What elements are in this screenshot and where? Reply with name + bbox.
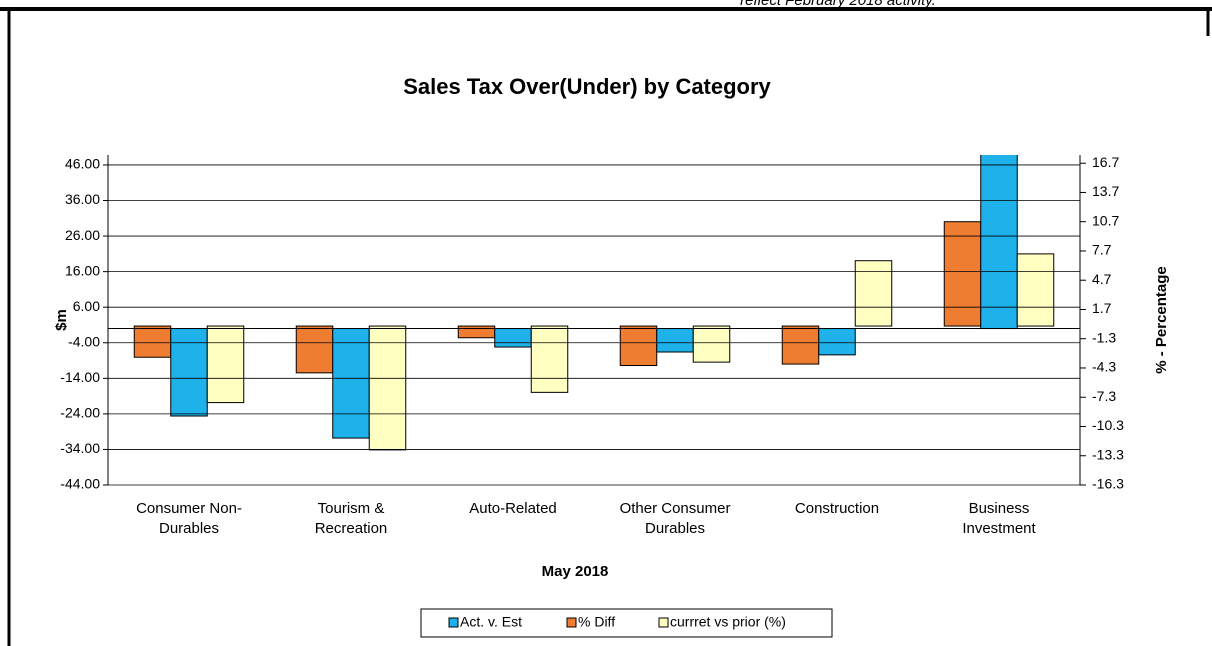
y-tick-label: 36.00: [65, 191, 100, 207]
y2-tick-label: -1.3: [1092, 329, 1116, 345]
bar: [368, 325, 407, 451]
chart-title: Sales Tax Over(Under) by Category: [403, 74, 771, 99]
bar: [818, 328, 856, 356]
bar: [332, 328, 370, 439]
x-tick-label: Construction: [795, 500, 879, 517]
y2-tick-label: 13.7: [1092, 183, 1119, 199]
y-tick-label: 46.00: [65, 156, 100, 172]
y-tick-label: 26.00: [65, 227, 100, 243]
y-tick-label: -14.00: [60, 369, 100, 385]
legend: [420, 608, 833, 638]
y-axis-label: $m: [53, 309, 70, 331]
bar: [133, 325, 172, 358]
y2-tick-label: 4.7: [1092, 271, 1112, 287]
y2-axis-label: % - Percentage: [1153, 266, 1170, 374]
x-tick-label: Auto-Related: [469, 500, 557, 517]
y2-tick-label: 10.7: [1092, 212, 1119, 228]
bar: [530, 325, 569, 393]
bar: [206, 325, 245, 404]
y2-tick-label: 1.7: [1092, 300, 1112, 316]
legend-label: Act. v. Est: [460, 614, 522, 630]
legend-swatch: [658, 617, 669, 628]
x-tick-label: Other Consumer: [620, 500, 731, 517]
bar: [692, 325, 731, 363]
y2-tick-label: -7.3: [1092, 388, 1116, 404]
x-tick-label: Consumer Non-: [136, 500, 242, 517]
y2-tick-label: -16.3: [1092, 476, 1124, 492]
bar: [457, 325, 496, 339]
x-tick-label: Business: [969, 500, 1030, 517]
y-tick-label: -34.00: [60, 440, 100, 456]
legend-swatch: [448, 617, 459, 628]
bar: [295, 325, 334, 374]
bar: [781, 325, 820, 365]
x-tick-label: Tourism &: [318, 500, 385, 517]
legend-swatch: [566, 617, 577, 628]
y2-tick-label: 7.7: [1092, 242, 1112, 258]
y2-tick-label: -4.3: [1092, 359, 1116, 375]
bar: [656, 328, 694, 353]
y-tick-label: 16.00: [65, 262, 100, 278]
y-tick-label: -4.00: [68, 333, 100, 349]
y2-tick-label: -10.3: [1092, 417, 1124, 433]
plot: [133, 155, 1055, 451]
y-tick-label: 6.00: [73, 298, 100, 314]
bar: [619, 325, 658, 367]
y-tick-label: -44.00: [60, 476, 100, 492]
x-tick-label: Investment: [962, 520, 1036, 537]
note: reflect February 2018 activity.: [740, 0, 936, 9]
x-tick-label: Recreation: [315, 520, 388, 537]
bar: [1016, 253, 1055, 327]
legend-label: currret vs prior (%): [670, 614, 786, 630]
bar: [854, 260, 893, 327]
y2-tick-label: -13.3: [1092, 446, 1124, 462]
bar: [980, 155, 1018, 330]
legend-label: % Diff: [578, 614, 615, 630]
y2-tick-label: 16.7: [1092, 154, 1119, 170]
x-tick-label: Durables: [159, 520, 219, 537]
bar: [494, 328, 532, 348]
x-tick-label: Durables: [645, 520, 705, 537]
bar: [943, 221, 982, 327]
bar: [170, 328, 208, 417]
y-tick-label: -24.00: [60, 405, 100, 421]
x-axis-label: May 2018: [542, 563, 609, 580]
